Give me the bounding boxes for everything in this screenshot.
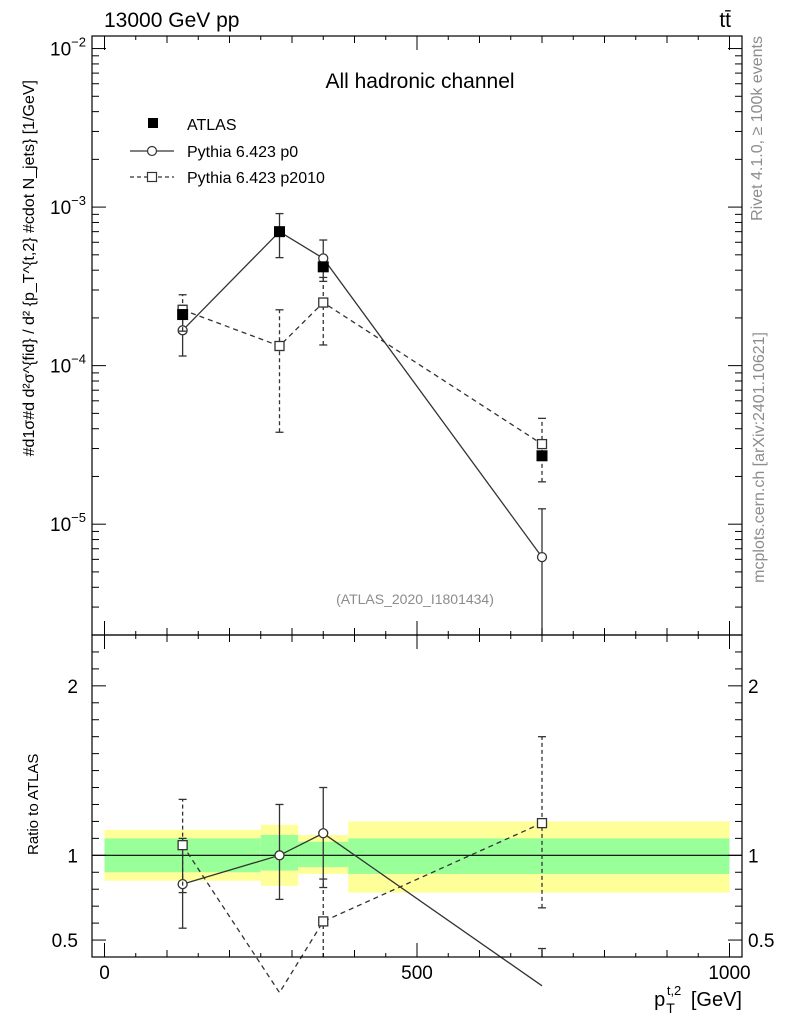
ratio-y-tick-label-left: 1 xyxy=(67,846,78,867)
legend-marker-p0 xyxy=(146,145,158,157)
ratio-point-p0 xyxy=(274,850,285,861)
main-point-p2010 xyxy=(536,438,548,450)
main-y-tick-label: 10−3 xyxy=(50,193,86,219)
legend-label-p0: Pythia 6.423 p0 xyxy=(187,144,298,161)
legend-entry-atlas: ATLAS xyxy=(148,117,237,134)
main-point-atlas xyxy=(536,450,548,462)
main-line-p0 xyxy=(182,230,543,558)
main-y-tick-label: 10−4 xyxy=(50,352,86,378)
ratio-y-tick-label-right: 1 xyxy=(748,846,759,867)
ratio-y-tick-label-left: 2 xyxy=(67,677,78,698)
rivet-label: Rivet 4.1.0, ≥ 100k events xyxy=(749,36,766,221)
mcplots-label: mcplots.cern.ch [arXiv:2401.10621] xyxy=(751,332,768,583)
legend-entry-p2010: Pythia 6.423 p2010 xyxy=(130,170,325,187)
ratio-band-inner xyxy=(348,838,730,874)
analysis-label: (ATLAS_2020_I1801434) xyxy=(336,591,494,607)
ratio-y-tick-label-left: 0.5 xyxy=(52,931,78,952)
main-y-label: #d1σ#d d²σ^{fid} / d² {p_T^{t,2} #cdot N… xyxy=(21,80,38,456)
legend-label-atlas: ATLAS xyxy=(187,117,237,134)
legend-marker-atlas xyxy=(148,118,158,128)
ratio-panel: 0 500 1000 0.5 0.5 1 1 2 2 Ratio to ATLAS pTt,2 … xyxy=(25,634,774,1016)
main-line-p2010 xyxy=(182,301,543,445)
main-title: All hadronic channel xyxy=(325,70,514,93)
process-label: tt̄ xyxy=(719,9,731,32)
legend-label-p2010: Pythia 6.423 p2010 xyxy=(187,170,325,187)
ratio-point-p2010 xyxy=(177,839,188,851)
ratio-x-tick-label: 0 xyxy=(99,963,110,984)
ratio-point-p0 xyxy=(318,828,329,839)
ratio-frame xyxy=(91,634,743,958)
main-panel: 10−2 10−3 10−4 10−5 All hadronic channel (A… xyxy=(21,35,743,636)
main-y-tick-label: 10−5 xyxy=(50,510,86,536)
ratio-x-tick-label: 500 xyxy=(401,963,433,984)
ratio-x-tick-label: 1000 xyxy=(708,963,750,984)
ratio-y-tick-label-right: 0.5 xyxy=(748,931,774,952)
ratio-y-tick-label-right: 2 xyxy=(748,677,759,698)
main-y-tick-label: 10−2 xyxy=(50,35,86,61)
energy-label: 13000 GeV pp xyxy=(104,9,239,32)
legend: ATLAS Pythia 6.423 p0 Pythia 6.423 p2010 xyxy=(130,117,325,187)
legend-entry-p0: Pythia 6.423 p0 xyxy=(130,144,298,161)
ratio-line-p0 xyxy=(182,832,543,987)
main-point-p0 xyxy=(536,551,548,563)
main-point-atlas xyxy=(274,226,285,238)
x-axis-label: pTt,2 [GeV] xyxy=(654,983,742,1016)
main-point-atlas xyxy=(317,261,329,273)
ratio-point-p2010 xyxy=(318,916,329,927)
main-point-p2010 xyxy=(318,297,329,308)
main-point-atlas xyxy=(177,309,189,321)
main-point-p2010 xyxy=(274,340,285,352)
ratio-y-label: Ratio to ATLAS xyxy=(25,754,42,855)
legend-marker-p2010 xyxy=(146,171,158,183)
ratio-point-p2010 xyxy=(536,817,548,829)
